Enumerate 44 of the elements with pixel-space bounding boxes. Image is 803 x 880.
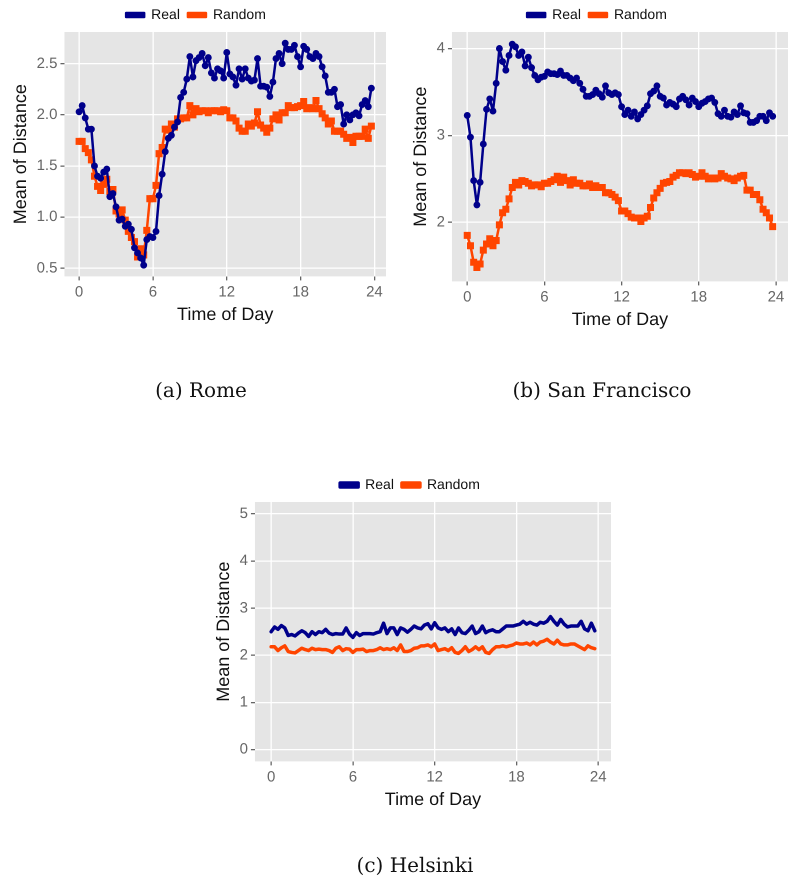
y-axis-title: Mean of Distance: [212, 562, 233, 702]
y-tick-label: 2.0: [36, 106, 58, 123]
y-tick-label: 3: [240, 599, 248, 616]
x-tick-label: 12: [426, 768, 444, 786]
x-tick-label: 18: [508, 768, 525, 786]
x-tick-label: 6: [540, 288, 549, 306]
x-tick-label: 24: [590, 768, 607, 786]
text: (b) San Francisco: [512, 378, 692, 402]
y-tick-label: 1.5: [36, 157, 58, 174]
y-tick-label: 5: [240, 504, 248, 522]
legend-label: Random: [614, 6, 667, 22]
y-tick-label: 4: [240, 552, 248, 570]
y-axis-title: Mean of Distance: [10, 84, 30, 224]
y-tick-label: 2: [240, 646, 248, 664]
legend-label: Real: [552, 6, 581, 22]
x-tick-label: 18: [292, 284, 309, 301]
x-tick-label: 0: [266, 768, 276, 786]
x-tick-label: 6: [348, 768, 358, 786]
x-tick-label: 18: [690, 288, 708, 306]
x-axis-title: Time of Day: [384, 789, 482, 810]
x-tick-label: 0: [463, 288, 472, 306]
legend-label: Random: [426, 476, 480, 492]
text: (a) Rome: [154, 378, 248, 402]
legend-label: Real: [151, 6, 180, 22]
x-tick-label: 24: [366, 284, 383, 301]
y-tick-label: 3: [436, 126, 445, 144]
x-tick-label: 12: [613, 288, 630, 306]
text: (c) Helsinki: [356, 853, 474, 877]
legend-label: Random: [212, 6, 266, 22]
legend-label: Real: [365, 476, 394, 492]
y-axis-title: Mean of Distance: [410, 86, 430, 227]
y-tick-label: 4: [436, 40, 445, 57]
x-axis-title: Time of Day: [177, 304, 274, 324]
y-tick-label: 0: [240, 740, 248, 758]
y-tick-label: 2.5: [36, 54, 58, 72]
y-tick-label: 1: [240, 694, 248, 711]
x-axis-title: Time of Day: [572, 309, 668, 330]
x-tick-label: 0: [74, 284, 84, 301]
x-tick-label: 24: [768, 288, 784, 306]
y-tick-label: 2: [436, 213, 445, 230]
x-tick-label: 6: [148, 284, 158, 301]
x-tick-label: 12: [218, 284, 236, 301]
y-tick-label: 0.5: [36, 259, 58, 276]
y-tick-label: 1.0: [36, 208, 58, 226]
